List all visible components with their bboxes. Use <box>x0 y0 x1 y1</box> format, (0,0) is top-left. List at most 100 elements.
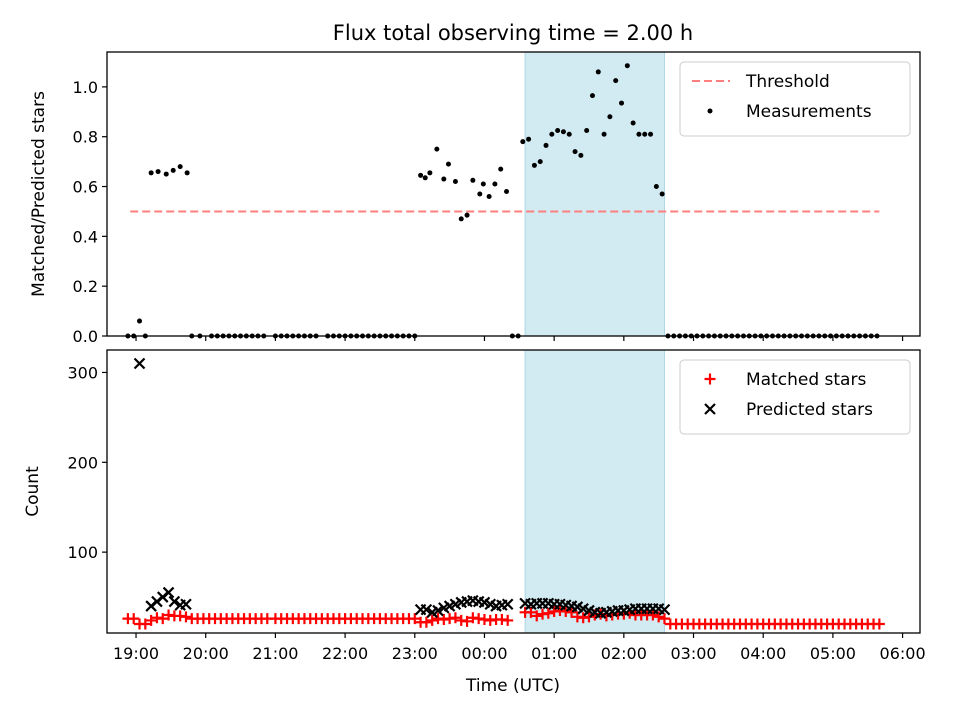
x-tick-label: 19:00 <box>113 644 159 663</box>
measurement-point <box>148 170 154 176</box>
x-tick-label: 01:00 <box>531 644 577 663</box>
measurement-point <box>498 166 504 172</box>
measurement-point <box>477 191 483 197</box>
x-tick-label: 22:00 <box>322 644 368 663</box>
y-tick-label: 0.4 <box>73 227 98 246</box>
x-tick-label: 05:00 <box>810 644 856 663</box>
measurement-point <box>648 131 654 137</box>
matched-star-point <box>658 613 670 625</box>
matched-star-point <box>583 611 595 623</box>
measurement-point <box>184 170 190 176</box>
measurement-point <box>543 142 549 148</box>
x-axis-label: Time (UTC) <box>465 676 560 696</box>
matched-star-point <box>566 606 578 618</box>
x-tick-label: 04:00 <box>740 644 786 663</box>
measurement-point <box>624 63 630 69</box>
shaded-region <box>524 349 665 634</box>
measurement-point <box>480 181 486 187</box>
measurement-point <box>537 159 543 165</box>
measurement-point <box>137 318 143 324</box>
x-tick-label: 02:00 <box>601 644 647 663</box>
legend-label: Matched stars <box>746 370 866 390</box>
y-tick-label: 300 <box>67 363 98 382</box>
measurement-point <box>607 114 613 120</box>
y-tick-label: 0.2 <box>73 277 98 296</box>
x-tick-label: 00:00 <box>461 644 507 663</box>
measurement-point <box>470 177 476 183</box>
bottom-panel: 19:00 20:00 21:00 22:00 23:00 00:00 01:00 02:00… <box>23 349 926 663</box>
legend-label: Threshold <box>745 72 830 92</box>
figure-title: Flux total observing time = 2.00 h <box>333 21 693 45</box>
top-panel: 0.0 0.2 0.4 0.6 0.8 1.0 Matched/Predicted star… <box>29 51 921 346</box>
measurement-point <box>441 176 447 182</box>
measurement-point <box>520 139 526 145</box>
y-axis-label: Matched/Predicted stars <box>29 91 49 297</box>
matched-star-point <box>145 614 157 626</box>
matched-star-point <box>139 618 151 630</box>
measurement-point <box>486 193 492 199</box>
matched-star-point <box>525 606 537 618</box>
x-tick-label: 20:00 <box>183 644 229 663</box>
x-tick-label: 03:00 <box>670 644 716 663</box>
measurement-point <box>572 149 578 155</box>
matched-star-point <box>409 613 421 625</box>
measurement-point <box>526 136 532 142</box>
predicted-star-point <box>501 598 514 611</box>
measurement-point <box>155 169 161 175</box>
matched-star-point <box>542 607 554 619</box>
measurement-point <box>492 181 498 187</box>
matched-star-point <box>653 611 665 623</box>
measurement-point <box>427 170 433 176</box>
legend-box <box>679 359 911 435</box>
y-tick-label: 100 <box>67 543 98 562</box>
measurement-point <box>578 152 584 158</box>
matched-star-point <box>449 612 461 624</box>
measurement-point <box>560 129 566 135</box>
matched-star-point <box>502 614 514 626</box>
measurement-point <box>659 191 665 197</box>
measurement-point <box>458 216 464 222</box>
axes-frame <box>106 51 921 337</box>
measurement-point <box>177 164 183 170</box>
legend-label: Measurements <box>746 102 872 122</box>
measurement-point <box>636 131 642 137</box>
y-tick-label: 0.8 <box>73 128 98 147</box>
measurement-point <box>619 100 625 106</box>
matched-star-point <box>461 615 473 627</box>
y-axis-label: Count <box>23 466 43 517</box>
measurement-point <box>531 162 537 168</box>
predicted-star-point <box>432 604 444 617</box>
measurement-point <box>653 184 659 190</box>
matched-star-point <box>180 611 192 623</box>
legend-label: Predicted stars <box>746 400 873 420</box>
y-tick-label: 200 <box>67 453 98 472</box>
measurement-point <box>504 189 510 195</box>
x-tick-label: 06:00 <box>880 644 926 663</box>
shaded-region <box>524 51 665 337</box>
measurement-point <box>613 78 619 84</box>
measurement-point <box>163 171 169 177</box>
predicted-star-point <box>658 603 671 616</box>
matched-star-point <box>420 616 432 628</box>
matched-star-point <box>531 610 543 622</box>
measurement-point <box>595 69 601 75</box>
measurement-point <box>589 93 595 99</box>
matched-star-point <box>873 618 885 630</box>
measurement-point <box>630 120 636 126</box>
y-tick-label: 1.0 <box>73 78 98 97</box>
measurement-point <box>601 131 607 137</box>
measurement-point <box>418 172 424 178</box>
matched-star-point <box>157 613 169 625</box>
predicted-star-point <box>168 595 181 608</box>
matched-star-point <box>647 609 659 621</box>
predicted-star-point <box>162 586 175 599</box>
measurement-point <box>464 212 470 218</box>
legend-marker-swatch <box>704 373 716 385</box>
predicted-star-point <box>420 603 433 616</box>
measurement-point <box>549 131 555 137</box>
measurement-point <box>452 179 458 185</box>
measurement-point <box>445 161 451 167</box>
x-tick-label: 23:00 <box>392 644 438 663</box>
legend-box <box>679 61 911 137</box>
predicted-star-point <box>133 357 146 370</box>
